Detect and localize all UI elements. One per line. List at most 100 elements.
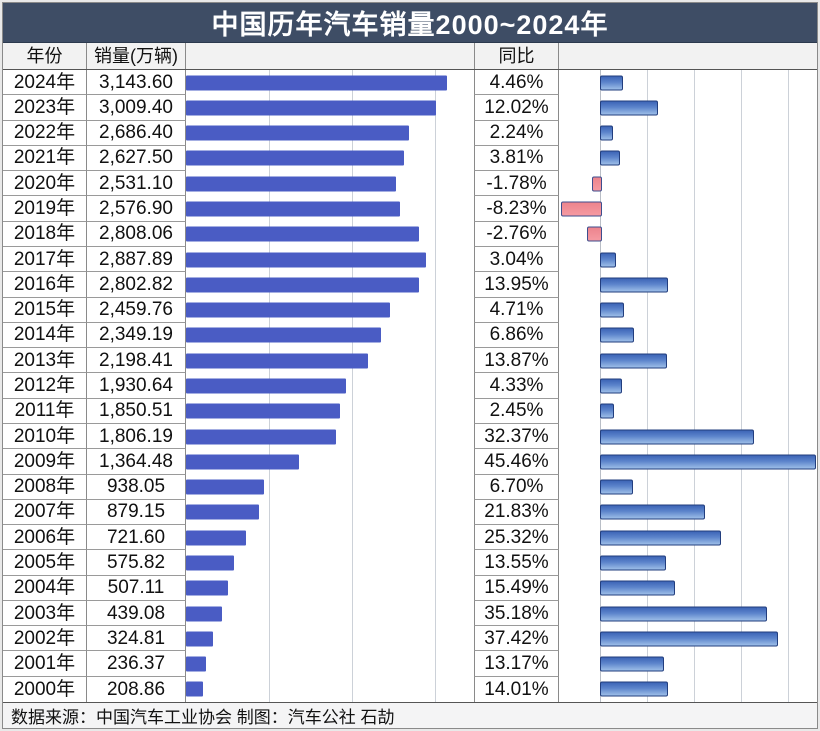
- sales-value-cell: 2,531.10: [87, 171, 186, 197]
- source-credit: 数据来源：中国汽车工业协会 制图：汽车公社 石劼: [3, 702, 817, 728]
- sales-bar-cell: [186, 298, 474, 323]
- sales-value-cell: 1,930.64: [87, 373, 186, 399]
- table-row: 2022年 2,686.40 2.24%: [3, 120, 817, 146]
- yoy-value-cell: 45.46%: [474, 449, 559, 475]
- year-cell: 2018年: [3, 221, 87, 247]
- yoy-bar-cell: [559, 576, 817, 601]
- sales-value-cell: 208.86: [87, 676, 186, 703]
- sales-gridline: [352, 70, 353, 702]
- year-cell: 2000年: [3, 676, 87, 703]
- table-row: 2005年 575.82 13.55%: [3, 550, 817, 576]
- sales-bar: [186, 606, 223, 622]
- sales-bar-cell: [186, 601, 474, 626]
- sales-bar-cell: [186, 373, 474, 398]
- yoy-bar: [600, 252, 617, 268]
- yoy-bar-cell: [559, 272, 817, 297]
- yoy-bar: [600, 302, 625, 318]
- yoy-bar-cell: [559, 525, 817, 550]
- yoy-bar-cell: [559, 449, 817, 474]
- sales-bar: [186, 681, 204, 697]
- sales-bar: [186, 150, 405, 166]
- yoy-bar: [600, 681, 668, 697]
- table-row: 2020年 2,531.10 -1.78%: [3, 171, 817, 197]
- sales-bar: [186, 454, 300, 470]
- yoy-bar: [587, 226, 602, 242]
- yoy-value-cell: 12.02%: [474, 95, 559, 121]
- table-row: 2021年 2,627.50 3.81%: [3, 145, 817, 172]
- year-cell: 2004年: [3, 575, 87, 601]
- sales-bar: [186, 226, 420, 242]
- yoy-bar-cell: [559, 373, 817, 398]
- yoy-value-cell: 13.87%: [474, 348, 559, 374]
- yoy-bar-cell: [559, 651, 817, 676]
- sales-value-cell: 2,576.90: [87, 196, 186, 222]
- yoy-gridline: [647, 70, 648, 702]
- yoy-value-cell: 13.95%: [474, 272, 559, 298]
- table-row: 2003年 439.08 35.18%: [3, 600, 817, 627]
- table-row: 2011年 1,850.51 2.45%: [3, 398, 817, 424]
- sales-bar: [186, 302, 391, 318]
- year-cell: 2013年: [3, 348, 87, 374]
- sales-bar: [186, 75, 447, 91]
- sales-value-cell: 439.08: [87, 600, 186, 627]
- sales-bar-cell: [186, 677, 474, 702]
- sales-bar-cell: [186, 70, 474, 95]
- yoy-bar: [561, 201, 602, 217]
- year-cell: 2012年: [3, 373, 87, 399]
- yoy-value-cell: 13.17%: [474, 651, 559, 677]
- sales-bar-cell: [186, 651, 474, 676]
- sales-value-cell: 2,349.19: [87, 322, 186, 349]
- sales-bar-cell: [186, 348, 474, 373]
- sales-bar: [186, 555, 234, 571]
- sales-bar: [186, 479, 264, 495]
- sales-bar: [186, 327, 381, 343]
- sales-bar: [186, 125, 409, 141]
- yoy-bar: [600, 429, 755, 445]
- yoy-bar: [600, 100, 659, 116]
- yoy-bar: [600, 277, 668, 293]
- sales-value-cell: 2,198.41: [87, 348, 186, 374]
- yoy-value-cell: 32.37%: [474, 423, 559, 450]
- sales-bar-cell: [186, 525, 474, 550]
- yoy-value-cell: -8.23%: [474, 196, 559, 222]
- yoy-value-cell: 37.42%: [474, 626, 559, 652]
- yoy-value-cell: 4.33%: [474, 373, 559, 399]
- yoy-bar: [600, 75, 623, 91]
- table-rows: 2024年 3,143.60 4.46% 2023年 3,009.40 12.0…: [3, 70, 817, 703]
- yoy-bar: [600, 530, 721, 546]
- yoy-bar: [600, 580, 675, 596]
- yoy-bar: [600, 327, 635, 343]
- sales-value-cell: 1,806.19: [87, 423, 186, 450]
- header-sales: 销量(万辆): [87, 43, 186, 69]
- sales-bar-cell: [186, 424, 474, 449]
- sales-bar-cell: [186, 626, 474, 651]
- sales-bar: [186, 530, 246, 546]
- year-cell: 2016年: [3, 272, 87, 298]
- year-cell: 2001年: [3, 651, 87, 677]
- year-cell: 2019年: [3, 196, 87, 222]
- yoy-value-cell: 3.81%: [474, 145, 559, 172]
- sales-bar-cell: [186, 196, 474, 221]
- year-cell: 2011年: [3, 398, 87, 424]
- sales-bar-cell: [186, 222, 474, 247]
- table-row: 2014年 2,349.19 6.86%: [3, 322, 817, 349]
- table-row: 2023年 3,009.40 12.02%: [3, 95, 817, 121]
- yoy-gridline: [741, 70, 742, 702]
- sales-bar-cell: [186, 576, 474, 601]
- sales-bar: [186, 353, 369, 369]
- yoy-bar-cell: [559, 348, 817, 373]
- table-row: 2016年 2,802.82 13.95%: [3, 272, 817, 298]
- yoy-bar-cell: [559, 475, 817, 500]
- year-cell: 2007年: [3, 499, 87, 526]
- year-cell: 2024年: [3, 70, 87, 96]
- sales-bar-cell: [186, 449, 474, 474]
- sales-value-cell: 575.82: [87, 550, 186, 576]
- year-cell: 2023年: [3, 95, 87, 121]
- year-cell: 2020年: [3, 171, 87, 197]
- sales-bar: [186, 252, 426, 268]
- table-row: 2009年 1,364.48 45.46%: [3, 449, 817, 475]
- year-cell: 2002年: [3, 626, 87, 652]
- yoy-bar-cell: [559, 95, 817, 120]
- year-cell: 2021年: [3, 145, 87, 172]
- table-header: 年份 销量(万辆) 同比: [3, 43, 817, 70]
